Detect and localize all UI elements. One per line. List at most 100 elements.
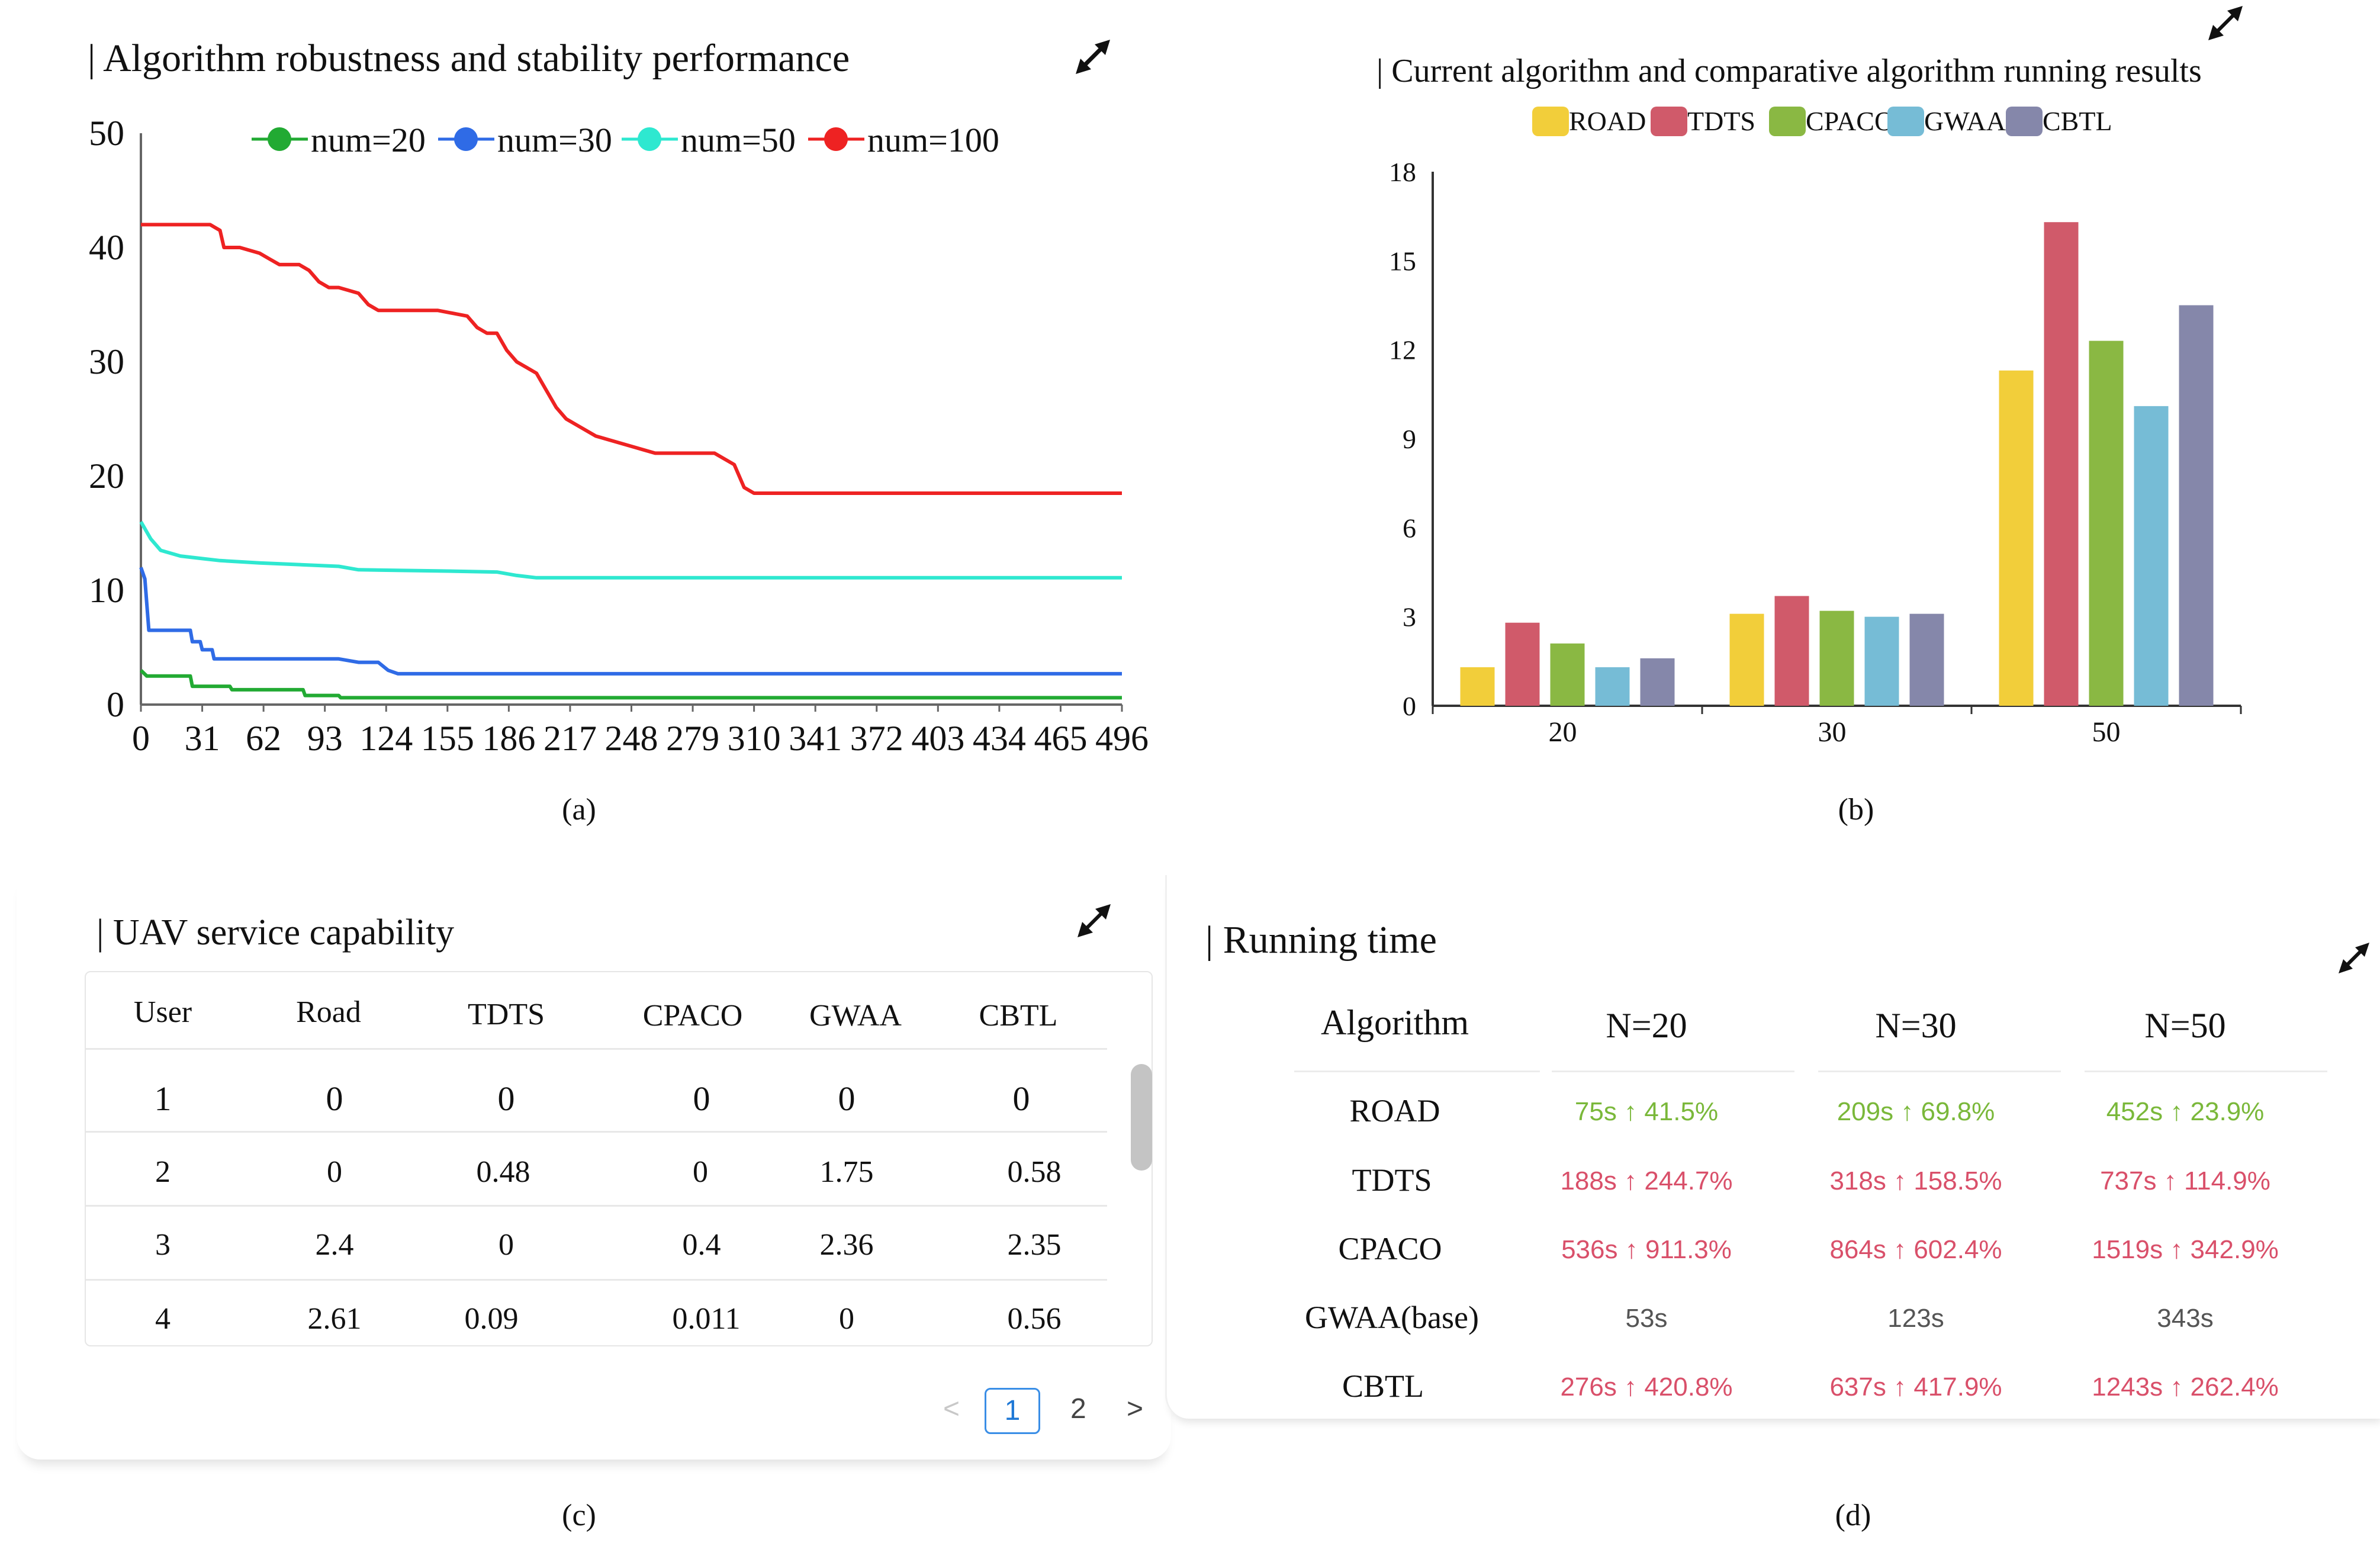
chart-b-bars <box>1460 222 2214 706</box>
caption-c: (c) <box>562 1499 596 1532</box>
y-tick-label: 15 <box>1389 246 1416 276</box>
bar-gwaa-50 <box>2134 406 2169 706</box>
x-tick-label: 31 <box>185 719 220 758</box>
table-cell: 0 <box>838 1079 855 1118</box>
series-line-num-50 <box>139 520 1122 580</box>
runtime-value: 318s ↑ 158.5% <box>1829 1166 2002 1195</box>
legend-marker <box>268 127 291 151</box>
legend-label: CBTL <box>2043 106 2112 136</box>
x-tick-label: 465 <box>1034 719 1087 758</box>
bar-road-30 <box>1729 613 1764 706</box>
header-divider <box>2085 1071 2327 1072</box>
x-tick-label: 30 <box>1818 716 1847 748</box>
y-tick-label: 9 <box>1403 424 1416 454</box>
header-divider <box>1818 1071 2061 1072</box>
col-header-road: Road <box>296 995 361 1029</box>
runtime-value: 1243s ↑ 262.4% <box>2092 1372 2279 1401</box>
legend-label: num=100 <box>867 121 999 159</box>
legend-swatch <box>2006 107 2043 136</box>
y-tick-label: 18 <box>1389 157 1416 187</box>
header-divider <box>1294 1071 1540 1072</box>
runtime-value: 637s ↑ 417.9% <box>1829 1372 2002 1401</box>
y-tick-label: 10 <box>89 571 124 610</box>
runtime-value: 737s ↑ 114.9% <box>2100 1166 2270 1195</box>
x-tick-label: 434 <box>973 719 1026 758</box>
series-line-num-20 <box>139 668 1122 700</box>
series-line-num-100 <box>141 223 1122 495</box>
legend-marker <box>824 127 848 151</box>
table-cell: 0 <box>1012 1079 1030 1118</box>
col-header: Algorithm <box>1321 1003 1469 1042</box>
expand-icon[interactable] <box>2208 6 2243 40</box>
runtime-value: 123s <box>1887 1304 1944 1333</box>
panel-c-title: | UAV service capability <box>97 912 455 953</box>
bar-gwaa-30 <box>1864 616 1899 706</box>
col-header-cbtl: CBTL <box>979 999 1058 1033</box>
table-cell: 0.58 <box>1007 1155 1062 1189</box>
pagination-prev-button[interactable]: < <box>943 1393 960 1425</box>
x-tick-label: 310 <box>728 719 781 758</box>
table-cell: 2.4 <box>315 1228 354 1262</box>
runtime-value: 209s ↑ 69.8% <box>1837 1097 1995 1126</box>
legend-label: CPACO <box>1806 106 1894 136</box>
col-header: N=50 <box>2144 1006 2226 1045</box>
bar-tdts-30 <box>1774 596 1809 706</box>
legend-label: num=20 <box>311 121 426 159</box>
bar-gwaa-20 <box>1595 667 1630 706</box>
caption-a: (a) <box>562 793 596 827</box>
legend-marker <box>638 127 661 151</box>
pagination-page-1[interactable]: 1 <box>985 1388 1040 1434</box>
table-cell: 2.36 <box>819 1228 874 1262</box>
legend-label: num=50 <box>681 121 796 159</box>
x-tick-label: 341 <box>789 719 842 758</box>
legend-label: TDTS <box>1687 106 1755 136</box>
algorithm-name: TDTS <box>1352 1162 1432 1198</box>
expand-icon[interactable] <box>1076 40 1110 74</box>
x-tick-label: 50 <box>2092 716 2121 748</box>
col-header-cpaco: CPACO <box>642 999 743 1033</box>
legend-swatch <box>1887 107 1924 136</box>
chart-a-title: | Algorithm robustness and stability per… <box>88 37 850 80</box>
table-cell: 4 <box>155 1302 171 1336</box>
table-scrollbar[interactable] <box>1131 1061 1152 1345</box>
table-cell: 0.48 <box>476 1155 530 1189</box>
uav-service-capability-panel: | UAV service capability User Road TDTS … <box>17 876 1171 1460</box>
pagination-page-2[interactable]: 2 <box>1070 1393 1086 1425</box>
chart-b-legend: ROAD TDTS CPACO GWAA CBTL <box>1532 106 2112 136</box>
expand-icon[interactable] <box>2336 940 2372 976</box>
bar-cbtl-30 <box>1909 613 1944 706</box>
chart-a-legend: num=20 num=30 num=50 num=100 <box>252 121 999 159</box>
bar-cpaco-30 <box>1819 610 1854 706</box>
y-tick-label: 50 <box>89 114 124 153</box>
caption-d: (d) <box>1835 1499 1871 1532</box>
expand-icon[interactable] <box>1076 903 1112 938</box>
legend-swatch <box>1532 107 1569 136</box>
panel-d-title: | Running time <box>1205 918 1437 962</box>
bar-tdts-20 <box>1505 622 1540 706</box>
legend-label: GWAA <box>1924 106 2006 136</box>
pagination-next-button[interactable]: > <box>1127 1393 1144 1425</box>
x-tick-label: 62 <box>246 719 281 758</box>
table-cell: 0 <box>498 1228 514 1262</box>
x-tick-label: 217 <box>543 719 597 758</box>
runtime-value: 53s <box>1625 1304 1668 1333</box>
series-line-num-30 <box>139 567 1122 676</box>
running-time-panel: | Running time Algorithm N=20 N=30 N=50 ROAD… <box>1165 875 2380 1419</box>
table-cell: 0 <box>693 1079 710 1118</box>
table-header-row: User Road TDTS CPACO GWAA CBTL <box>86 972 1107 1050</box>
bar-chart-running-results: | Current algorithm and comparative algo… <box>1376 6 2243 748</box>
scrollbar-thumb[interactable] <box>1131 1064 1152 1171</box>
table-cell: 0 <box>693 1155 708 1189</box>
runtime-value: 536s ↑ 911.3% <box>1561 1235 1732 1264</box>
y-tick-label: 20 <box>89 457 124 496</box>
service-table: User Road TDTS CPACO GWAA CBTL 1 0 0 0 0 0 2 0 0… <box>85 971 1153 1346</box>
col-header-user: User <box>133 995 192 1029</box>
runtime-value: 75s ↑ 41.5% <box>1574 1097 1719 1126</box>
line-chart-robustness: | Algorithm robustness and stability per… <box>88 37 1149 758</box>
table-cell: 0.4 <box>682 1228 721 1262</box>
table-row: 3 2.4 0 0.4 2.36 2.35 <box>86 1205 1107 1281</box>
bar-cbtl-20 <box>1640 658 1675 706</box>
bar-cpaco-20 <box>1550 643 1585 706</box>
table-cell: 0.09 <box>464 1302 519 1336</box>
chart-a-series <box>139 223 1122 700</box>
